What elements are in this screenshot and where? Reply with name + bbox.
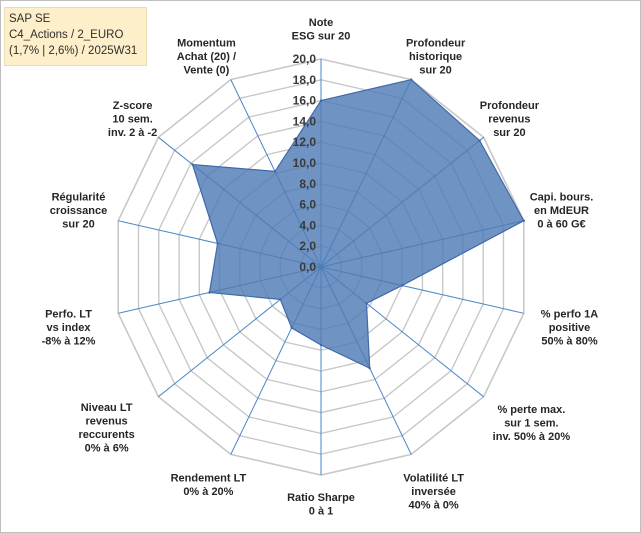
radar-axis-labels: Note ESG sur 20 Profondeur historique sur 20… (42, 17, 599, 518)
data-point-0 (319, 99, 323, 102)
data-point-13 (273, 170, 277, 173)
r-tick-label: 0,0 (299, 260, 316, 274)
r-tick-label: 16,0 (293, 94, 317, 108)
axis-label-0: Note ESG sur 20 (292, 17, 351, 43)
axis-label-13: Momentum Achat (20) / Vente (0) (177, 38, 236, 77)
r-tick-label: 4,0 (299, 218, 316, 232)
data-point-3 (522, 219, 525, 222)
data-point-9 (279, 298, 282, 301)
data-point-1 (410, 78, 413, 81)
axis-label-3: Capi. bours. en MdEUR 0 à 60 G€ (530, 192, 594, 231)
r-tick-label: 8,0 (299, 177, 316, 191)
r-tick-label: 14,0 (293, 114, 317, 128)
axis-label-12: Z-score 10 sem. inv. 2 à -2 (108, 100, 157, 139)
axis-label-1: Profondeur historique sur 20 (406, 38, 466, 77)
data-point-6 (368, 367, 371, 370)
axis-label-2: Profondeur revenus sur 20 (480, 100, 540, 139)
r-tick-label: 2,0 (299, 239, 316, 253)
company-name: SAP SE (9, 13, 51, 25)
axis-label-11: Régularité croissance sur 20 (50, 192, 107, 231)
radar-series (191, 78, 525, 370)
axis-label-9: Niveau LT revenus reccurents 0% à 6% (78, 402, 134, 455)
chart-header-box: SAP SE C4_Actions / 2_EURO (1,7% | 2,6%)… (4, 7, 147, 66)
category-line: C4_Actions / 2_EURO (9, 29, 124, 41)
axis-label-7: Ratio Sharpe 0 à 1 (287, 492, 355, 518)
data-point-10 (208, 291, 211, 294)
axis-label-6: Volatilité LT inversée 40% à 0% (403, 472, 464, 511)
r-tick-label: 18,0 (293, 73, 317, 87)
axis-label-5: % perte max. sur 1 sem. inv. 50% à 20% (493, 404, 571, 443)
data-point-11 (216, 242, 219, 245)
data-point-7 (319, 343, 323, 347)
radar-ticks: 0,0 2,0 4,0 6,0 8,0 10,0 12,0 14,0 16,0 18,0 20,0 (293, 52, 317, 274)
r-tick-label: 12,0 (293, 135, 317, 149)
r-tick-label: 20,0 (293, 52, 317, 66)
performance-line: (1,7% | 2,6%) / 2025W31 (9, 45, 138, 57)
data-point-4 (400, 284, 404, 287)
axis-label-8: Rendement LT 0% à 20% (171, 472, 247, 498)
axis-label-10: Perfo. LT vs index -8% à 12% (42, 309, 96, 348)
data-point-5 (365, 302, 368, 305)
axis-label-4: % perfo 1A positive 50% à 80% (541, 309, 599, 348)
r-tick-label: 10,0 (293, 156, 317, 170)
data-point-12 (191, 163, 194, 166)
data-point-2 (478, 139, 481, 142)
r-tick-label: 6,0 (299, 198, 316, 212)
data-point-8 (290, 326, 293, 330)
